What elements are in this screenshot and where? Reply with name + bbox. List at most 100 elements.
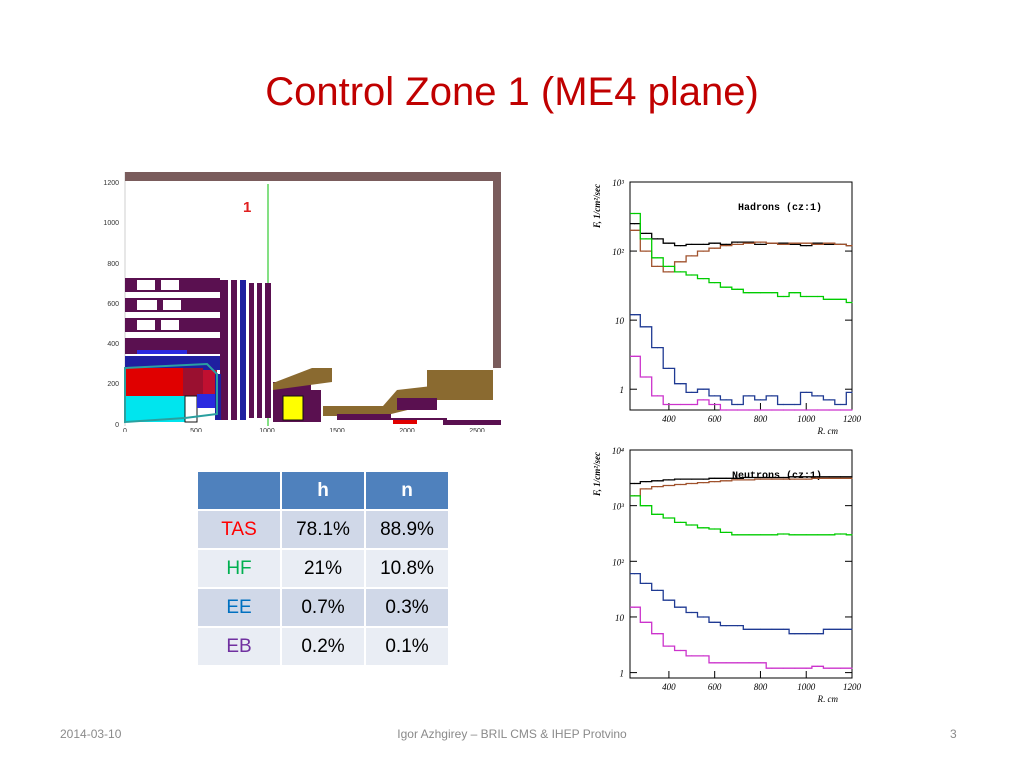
data-point [794,409,795,410]
cell-h: 0.7% [281,588,365,627]
data-point [691,524,692,525]
data-point [851,476,852,477]
data-point [703,655,704,656]
data-point [829,534,830,535]
data-point [748,242,749,243]
data-point [645,326,646,327]
data-point [783,243,784,244]
diagram-x-tick: 1500 [329,428,345,432]
y-tick-label: 10² [612,247,624,257]
data-point [668,479,669,480]
data-point [851,478,852,479]
x-tick-label: 400 [662,414,676,424]
data-point [657,590,658,591]
x-tick-label: 1000 [797,414,816,424]
data-point [760,409,761,410]
data-point [645,505,646,506]
data-point [726,244,727,245]
data-point [657,347,658,348]
data-point [817,666,818,667]
data-point [806,633,807,634]
data-point [806,479,807,480]
data-point [634,314,635,315]
data-point [806,243,807,244]
cell-n: 88.9% [365,510,449,549]
data-point [657,480,658,481]
data-point [726,478,727,479]
data-point [794,476,795,477]
data-point [840,533,841,534]
data-point [851,409,852,410]
data-point [783,477,784,478]
data-point [657,238,658,239]
data-point [668,271,669,272]
data-point [714,528,715,529]
data-point [668,517,669,518]
x-tick-label: 1000 [797,682,816,692]
data-point [726,662,727,663]
y-tick-label: 1 [620,669,625,679]
data-point [794,534,795,535]
data-point [703,278,704,279]
data-point [817,534,818,535]
data-point [760,479,761,480]
data-point [726,625,727,626]
table-header-n: n [365,471,449,510]
diagram-x-tick: 1000 [259,428,275,432]
data-point [703,399,704,400]
table-header-h: h [281,471,365,510]
data-point [680,650,681,651]
data-point [829,399,830,400]
data-point [851,668,852,669]
data-point [634,483,635,484]
data-point [680,271,681,272]
data-point [760,662,761,663]
data-point [771,479,772,480]
data-point [726,532,727,533]
x-axis-label: R, cm [817,426,839,434]
table-row: HF 21% 10.8% [197,549,449,588]
data-point [703,389,704,390]
data-point [645,251,646,252]
data-point [657,514,658,515]
data-point [691,483,692,484]
y-tick-label: 10³ [612,178,624,188]
data-point [840,478,841,479]
cell-h: 21% [281,549,365,588]
data-point [748,395,749,396]
data-point [657,257,658,258]
diagram-y-tick: 400 [107,341,119,348]
data-point [737,625,738,626]
y-axis-label: F, 1/cm²/sec [592,184,602,229]
diagram-y-tick: 800 [107,261,119,268]
data-point [840,629,841,630]
data-point [680,479,681,480]
data-point [829,244,830,245]
data-point [668,243,669,244]
data-point [645,481,646,482]
plot-title: Hadrons (cz:1) [738,202,822,214]
data-point [748,477,749,478]
data-point [691,404,692,405]
fraction-table: h n TAS 78.1% 88.9% HF 21% 10.8% EE 0.7%… [196,470,450,667]
data-point [748,629,749,630]
data-point [794,292,795,293]
data-point [817,409,818,410]
data-point [817,478,818,479]
data-point [668,600,669,601]
diagram-y-tick: 200 [107,381,119,388]
data-point [737,404,738,405]
data-point [714,243,715,244]
data-point [748,534,749,535]
row-label-tas: TAS [197,510,281,549]
data-point [748,292,749,293]
data-point [760,242,761,243]
y-tick-label: 10 [615,316,625,326]
data-point [806,409,807,410]
data-point [714,478,715,479]
data-point [691,255,692,256]
table-header-row: h n [197,471,449,510]
y-tick-label: 1 [620,385,625,395]
data-point [817,296,818,297]
diagram-x-tick: 0 [123,428,127,432]
